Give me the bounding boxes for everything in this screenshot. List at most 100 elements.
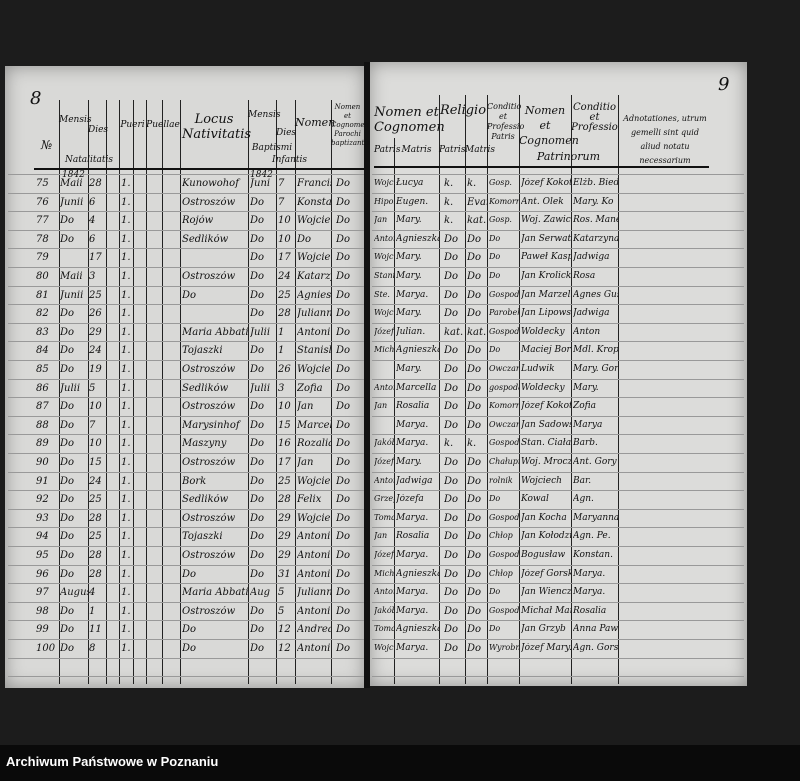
header-no: №: [40, 138, 53, 152]
religion-mother: Do: [467, 345, 482, 357]
father-profession: Gosp.: [489, 178, 512, 187]
baptism-day: 10: [278, 401, 291, 413]
mother-name: Mary.: [396, 364, 422, 374]
boy-count: 1.: [121, 531, 131, 543]
birth-day: 15: [89, 457, 102, 468]
birth-day: 6: [89, 196, 96, 208]
entry-number: 96: [36, 568, 49, 580]
child-name: Marcella: [297, 419, 331, 431]
child-name: Antonius: [297, 326, 331, 338]
row-rule: [372, 322, 744, 324]
row-rule: [372, 471, 744, 473]
mother-name: Marya.: [396, 605, 429, 616]
birth-month: Do: [60, 624, 75, 636]
religion-father: Do: [444, 419, 459, 431]
father-name: Józef: [374, 457, 394, 466]
birth-month: Julii: [60, 382, 81, 394]
header-baptismi: Baptismi: [251, 143, 293, 153]
child-name: Antonius: [297, 643, 331, 654]
religion-father: Do: [444, 289, 459, 301]
baptism-day: 10: [278, 215, 291, 227]
godparent-profession: Maryanna: [573, 512, 618, 523]
father-profession: Do: [489, 624, 501, 634]
father-name: Wojciech: [374, 252, 394, 262]
birth-day: 28: [89, 550, 102, 561]
header-month: Mensis: [59, 115, 92, 125]
godparent-name: Józef Mary.: [521, 643, 571, 653]
row-rule: [8, 471, 364, 473]
baptism-month: Do: [250, 289, 265, 301]
row-rule: [8, 639, 364, 640]
boy-count: 1.: [121, 382, 131, 394]
entry-number: 87: [36, 401, 49, 413]
entry-number: 88: [36, 419, 49, 431]
birth-day: 11: [89, 624, 102, 636]
religion-father: k.: [444, 215, 454, 227]
row-rule: [372, 434, 744, 436]
row-rule: [372, 676, 744, 678]
birth-month: Do: [60, 475, 75, 487]
religion-father: Do: [444, 531, 459, 543]
baptism-day: 17: [278, 252, 291, 264]
religion-mother: Do: [467, 512, 482, 524]
baptism-month: Do: [250, 271, 265, 282]
mother-name: Marya.: [396, 587, 429, 598]
religion-father: Do: [444, 512, 459, 524]
entry-number: 95: [36, 550, 49, 561]
column-rule: [59, 100, 60, 684]
child-name: Jan: [297, 457, 314, 468]
row-rule: [372, 397, 744, 399]
godparent-profession: Mary. Ko: [573, 196, 614, 207]
column-rule: [248, 100, 249, 684]
child-name: Antonius: [297, 531, 331, 543]
birth-day: 25: [89, 289, 102, 301]
religion-mother: Do: [467, 550, 482, 561]
baptism-day: 29: [278, 512, 291, 524]
row-rule: [8, 583, 364, 585]
header-patrinorum: Patrinorum: [536, 150, 601, 163]
column-rule: [295, 100, 296, 684]
father-profession: Do: [489, 271, 501, 280]
godparent-name: Jan Wiencz: [521, 587, 571, 598]
mother-name: Eugen.: [396, 196, 429, 207]
entry-number: 98: [36, 605, 49, 617]
column-rule: [465, 95, 466, 684]
birth-place: Maszyny: [182, 438, 227, 450]
godparent-profession: Anna Pawlak: [573, 624, 618, 635]
father-name: Stanisław: [374, 271, 394, 280]
religion-mother: Do: [467, 401, 482, 413]
birth-place: Ostroszów: [182, 401, 236, 413]
column-rule: [106, 100, 107, 684]
entry-number: 91: [36, 475, 49, 487]
row-rule: [372, 527, 744, 529]
father-name: Wojciech: [374, 643, 394, 652]
row-rule: [372, 490, 744, 492]
row-rule: [8, 229, 364, 231]
row-rule: [372, 583, 744, 585]
birth-place: Maria Abbatis: [182, 326, 248, 338]
baptism-day: 1: [278, 326, 285, 338]
column-rule: [439, 95, 440, 684]
mother-name: Marya.: [396, 643, 429, 653]
parochus-name: Do: [336, 457, 351, 468]
child-name: Julianna: [297, 308, 331, 320]
birth-place: Do: [182, 643, 197, 654]
father-name: Hipolit: [374, 196, 394, 206]
godparent-profession: Barb.: [573, 438, 598, 449]
entry-number: 100: [36, 643, 56, 654]
religion-mother: Do: [467, 568, 482, 580]
baptism-month: Do: [250, 494, 265, 506]
boy-count: 1.: [121, 308, 131, 320]
godparent-name: Józef Kokot: [521, 401, 571, 412]
religion-father: Do: [444, 568, 459, 580]
row-rule: [372, 229, 744, 231]
mother-name: Marya.: [396, 512, 429, 523]
birth-day: 28: [89, 178, 102, 189]
birth-place: Rojów: [182, 215, 214, 227]
child-name: Wojciech: [297, 512, 331, 524]
header-nomen: Nomen: [295, 116, 336, 129]
religion-mother: Do: [467, 587, 482, 599]
parochus-name: Do: [336, 643, 351, 654]
mother-name: Mary.: [396, 252, 422, 263]
boy-count: 1.: [121, 289, 131, 301]
